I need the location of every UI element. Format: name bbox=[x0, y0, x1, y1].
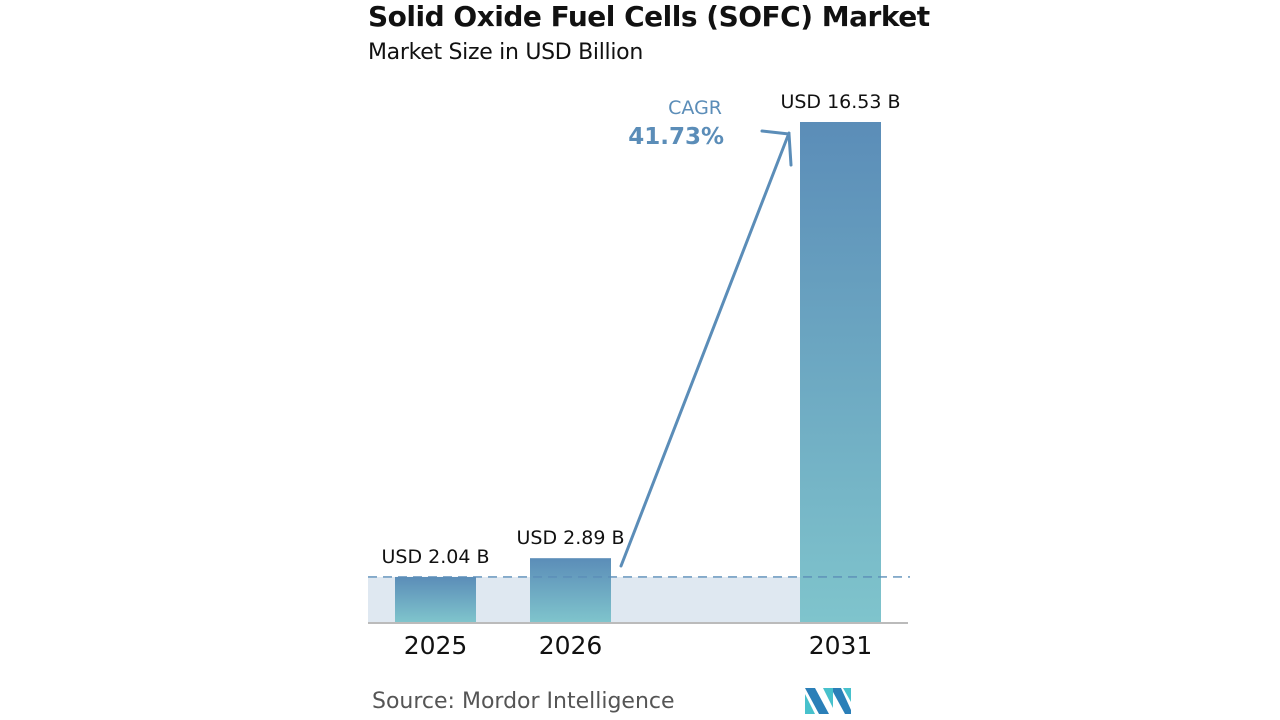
source-text: Source: Mordor Intelligence bbox=[372, 689, 675, 714]
bar-2026 bbox=[530, 558, 611, 622]
x-tick-2031: 2031 bbox=[809, 631, 873, 660]
cagr-arrow bbox=[619, 129, 793, 568]
x-tick-2026: 2026 bbox=[539, 631, 603, 660]
x-tick-2025: 2025 bbox=[404, 631, 468, 660]
value-label-2031: USD 16.53 B bbox=[780, 91, 900, 113]
bar-2031 bbox=[800, 122, 881, 622]
cagr-label: CAGR bbox=[668, 97, 722, 119]
value-label-2026: USD 2.89 B bbox=[516, 527, 624, 549]
cagr-value: 41.73% bbox=[628, 124, 724, 150]
value-label-2025: USD 2.04 B bbox=[381, 546, 489, 568]
mordor-intelligence-logo bbox=[805, 688, 851, 714]
chart-title: Solid Oxide Fuel Cells (SOFC) Market bbox=[368, 0, 930, 33]
bar-2025 bbox=[395, 576, 476, 622]
chart-subtitle: Market Size in USD Billion bbox=[368, 40, 643, 65]
